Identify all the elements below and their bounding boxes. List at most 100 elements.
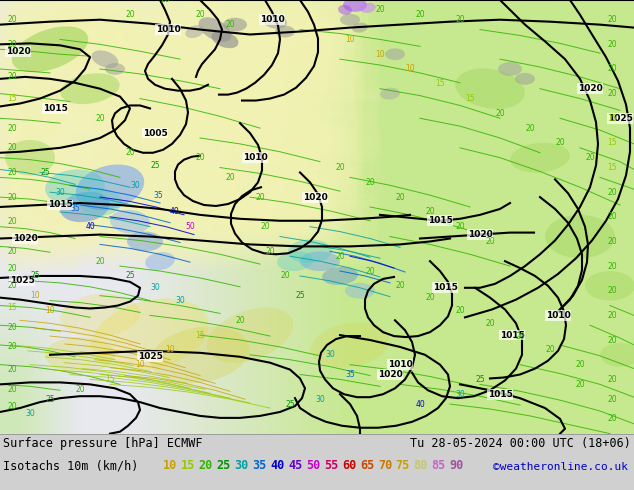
Text: 1015: 1015 (42, 104, 67, 113)
Text: 20: 20 (7, 40, 17, 49)
Text: 1020: 1020 (578, 84, 602, 93)
Text: 20: 20 (75, 385, 85, 394)
Text: 1015: 1015 (48, 200, 72, 210)
Text: 10: 10 (405, 65, 415, 74)
Text: 20: 20 (256, 193, 265, 201)
Text: 20: 20 (607, 237, 617, 246)
Text: 20: 20 (575, 360, 585, 369)
Text: 1010: 1010 (387, 360, 412, 369)
Text: 40: 40 (170, 207, 180, 217)
Ellipse shape (345, 283, 375, 298)
Text: ©weatheronline.co.uk: ©weatheronline.co.uk (493, 462, 628, 472)
Text: 1025: 1025 (607, 114, 633, 123)
Text: 80: 80 (413, 459, 428, 472)
Ellipse shape (91, 298, 209, 372)
Text: 20: 20 (607, 415, 617, 423)
Text: 20: 20 (555, 138, 565, 147)
Ellipse shape (223, 18, 247, 31)
Text: 20: 20 (7, 343, 17, 351)
Text: 20: 20 (195, 10, 205, 19)
Text: 10: 10 (375, 49, 385, 59)
Ellipse shape (385, 49, 405, 60)
Text: Surface pressure [hPa] ECMWF: Surface pressure [hPa] ECMWF (3, 438, 202, 450)
Text: 20: 20 (160, 0, 170, 4)
Ellipse shape (198, 17, 231, 42)
Text: 20: 20 (235, 316, 245, 325)
Text: 20: 20 (7, 264, 17, 272)
Text: 15: 15 (105, 375, 115, 384)
Text: 50: 50 (185, 222, 195, 231)
Text: 1025: 1025 (10, 276, 34, 285)
Text: 1005: 1005 (143, 128, 167, 138)
Text: 20: 20 (335, 163, 345, 172)
Ellipse shape (455, 69, 525, 109)
Text: 10: 10 (345, 35, 355, 44)
Ellipse shape (510, 143, 570, 172)
Text: 20: 20 (7, 217, 17, 226)
Ellipse shape (300, 251, 340, 271)
Ellipse shape (150, 326, 250, 383)
Text: 30: 30 (130, 181, 140, 190)
Text: 70: 70 (378, 459, 392, 472)
Text: 25: 25 (217, 459, 231, 472)
Text: 1020: 1020 (378, 370, 403, 379)
Text: 20: 20 (425, 207, 435, 217)
Ellipse shape (263, 15, 287, 29)
Text: 20: 20 (575, 380, 585, 389)
Text: 20: 20 (7, 385, 17, 394)
Text: Isotachs 10m (km/h): Isotachs 10m (km/h) (3, 459, 138, 472)
Text: 30: 30 (235, 459, 249, 472)
Text: 15: 15 (7, 94, 17, 103)
Text: 35: 35 (153, 191, 163, 199)
Text: 20: 20 (425, 293, 435, 302)
Text: 60: 60 (342, 459, 356, 472)
Text: 30: 30 (455, 390, 465, 399)
Ellipse shape (288, 240, 332, 263)
Text: 20: 20 (585, 153, 595, 162)
Text: 20: 20 (335, 252, 345, 261)
Text: 65: 65 (360, 459, 374, 472)
Text: 15: 15 (195, 331, 205, 340)
Text: 40: 40 (270, 459, 285, 472)
Ellipse shape (60, 294, 140, 337)
Text: 20: 20 (607, 40, 617, 49)
Text: 20: 20 (607, 394, 617, 404)
Ellipse shape (545, 215, 615, 258)
Text: 20: 20 (455, 306, 465, 315)
Text: 20: 20 (365, 178, 375, 187)
Text: 20: 20 (485, 319, 495, 328)
Text: 15: 15 (607, 138, 617, 147)
Text: 40: 40 (85, 222, 95, 231)
Ellipse shape (45, 170, 105, 205)
Text: 15: 15 (607, 114, 617, 123)
Text: 10: 10 (163, 459, 178, 472)
Text: 20: 20 (607, 188, 617, 196)
Text: 20: 20 (375, 5, 385, 14)
Ellipse shape (75, 165, 145, 210)
Ellipse shape (352, 23, 368, 33)
Text: 10: 10 (30, 291, 40, 300)
Text: 20: 20 (607, 286, 617, 295)
Text: 20: 20 (525, 123, 535, 133)
Ellipse shape (585, 271, 634, 300)
Text: 20: 20 (7, 365, 17, 374)
Text: 20: 20 (515, 332, 525, 341)
Text: 30: 30 (315, 394, 325, 404)
Text: 20: 20 (225, 173, 235, 182)
Ellipse shape (212, 31, 238, 48)
Text: 20: 20 (7, 193, 17, 201)
Text: 20: 20 (545, 345, 555, 354)
Text: 20: 20 (260, 222, 270, 231)
Text: 20: 20 (485, 237, 495, 246)
Text: 30: 30 (25, 410, 35, 418)
Text: 1025: 1025 (138, 352, 162, 361)
Text: 55: 55 (324, 459, 339, 472)
Text: 1010: 1010 (260, 15, 285, 24)
Text: 10: 10 (135, 360, 145, 369)
Text: 15: 15 (465, 94, 475, 103)
Text: 10: 10 (165, 345, 175, 354)
Text: 20: 20 (95, 114, 105, 123)
Text: 20: 20 (7, 323, 17, 332)
Ellipse shape (322, 267, 358, 285)
Text: 20: 20 (7, 281, 17, 290)
